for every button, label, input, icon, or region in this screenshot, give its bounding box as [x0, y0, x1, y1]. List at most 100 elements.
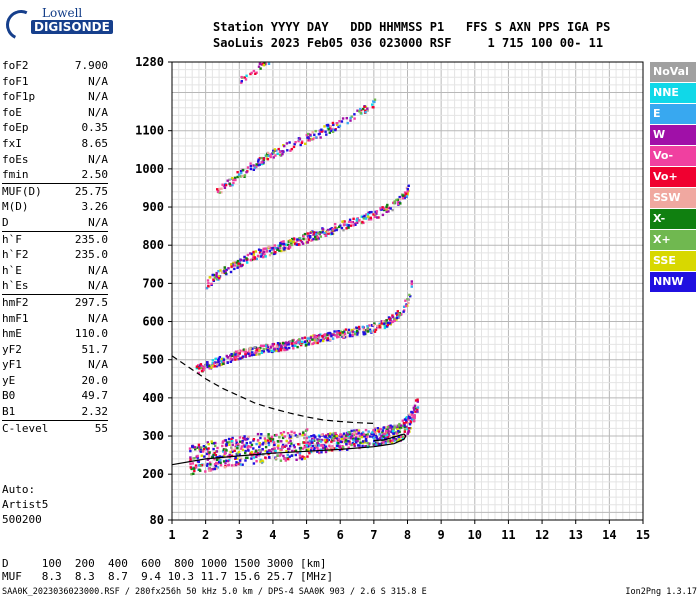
echo-point [277, 349, 280, 353]
echo-point [303, 238, 307, 241]
echo-point [236, 445, 239, 449]
param-row-muf-d: MUF(D) 25.75 [2, 182, 108, 200]
echo-point [291, 339, 294, 342]
echo-point [232, 178, 235, 182]
echo-point [282, 430, 286, 434]
echo-point [362, 107, 365, 111]
echo-point [200, 454, 203, 457]
echo-point [230, 446, 233, 449]
echo-point [235, 441, 238, 444]
echo-point [355, 435, 358, 438]
echo-point [286, 432, 290, 435]
echo-point [351, 432, 354, 436]
echo-point [217, 278, 220, 281]
echo-point [330, 446, 334, 449]
echo-point [372, 100, 375, 103]
echo-point [353, 113, 356, 116]
echo-point [220, 360, 224, 364]
echo-point [389, 439, 393, 443]
echo-point [259, 67, 262, 70]
echo-point [272, 441, 276, 444]
echo-point [256, 452, 259, 455]
echo-point [385, 208, 388, 211]
echo-point [216, 190, 220, 193]
param-row-h-e: h`E N/A [2, 263, 108, 279]
echo-point [193, 457, 196, 460]
echo-point [280, 240, 283, 244]
echo-point [335, 437, 339, 440]
echo-point [307, 343, 310, 346]
echo-point [406, 191, 409, 194]
echo-point [267, 449, 271, 452]
echo-point [298, 237, 301, 240]
echo-point [191, 445, 194, 448]
echo-point [377, 216, 380, 219]
echo-point [389, 319, 392, 322]
echo-point [303, 433, 306, 436]
echo-point [214, 444, 217, 448]
logo-text-lowell: Lowell [42, 6, 83, 20]
echo-point [351, 330, 354, 333]
echo-point [366, 435, 369, 438]
echo-point [387, 210, 390, 213]
x-tick-label: 10 [468, 528, 482, 542]
echo-point [338, 333, 342, 336]
echo-point [352, 439, 356, 442]
y-tick-label: 1000 [135, 162, 164, 176]
echo-point [229, 270, 233, 274]
echo-point [267, 433, 270, 436]
echo-point [189, 458, 192, 461]
echo-point [313, 133, 316, 136]
echo-point [383, 437, 387, 440]
echo-point [218, 275, 221, 278]
echo-point [210, 366, 213, 369]
param-name: yF2 [2, 342, 22, 356]
param-name: foEs [2, 152, 29, 166]
echo-point [323, 231, 326, 235]
echo-point [382, 432, 385, 436]
echo-point [333, 447, 336, 450]
echo-point [314, 233, 318, 236]
echo-point [259, 436, 262, 440]
echo-point [218, 356, 222, 359]
echo-point [289, 239, 292, 242]
echo-point [318, 439, 321, 443]
autoscaling-info: Auto: Artist5 500200 [2, 482, 48, 527]
echo-point [270, 252, 273, 255]
echo-point [305, 444, 308, 447]
echo-point [217, 357, 220, 360]
param-row-fmin: fmin 2.50 [2, 167, 108, 183]
echo-point [192, 467, 196, 470]
param-row-fxi: fxI 8.65 [2, 136, 108, 152]
echo-point [392, 432, 396, 435]
echo-point [220, 187, 223, 190]
param-row-hme: hmE 110.0 [2, 326, 108, 342]
echo-point [367, 211, 370, 214]
echo-point [313, 335, 316, 338]
echo-point [258, 62, 262, 65]
echo-point [275, 149, 278, 152]
echo-point [274, 457, 278, 460]
echo-point [367, 430, 370, 433]
echo-point [239, 175, 243, 178]
echo-point [275, 345, 278, 348]
echo-point [312, 434, 315, 437]
echo-point [338, 332, 342, 335]
echo-point [413, 414, 416, 417]
echo-point [230, 464, 234, 467]
echo-point [344, 439, 348, 442]
echo-point [327, 128, 330, 131]
echo-point [278, 454, 282, 457]
echo-point [384, 442, 388, 445]
echo-point [206, 365, 209, 369]
echo-point [307, 236, 310, 239]
echo-point [307, 445, 310, 448]
echo-point [278, 246, 281, 250]
echo-point [290, 433, 293, 436]
echo-point [303, 232, 307, 236]
echo-point [380, 434, 383, 437]
echo-point [273, 349, 276, 353]
echo-point [266, 346, 269, 349]
echo-point [203, 455, 206, 458]
echo-point [386, 436, 389, 439]
